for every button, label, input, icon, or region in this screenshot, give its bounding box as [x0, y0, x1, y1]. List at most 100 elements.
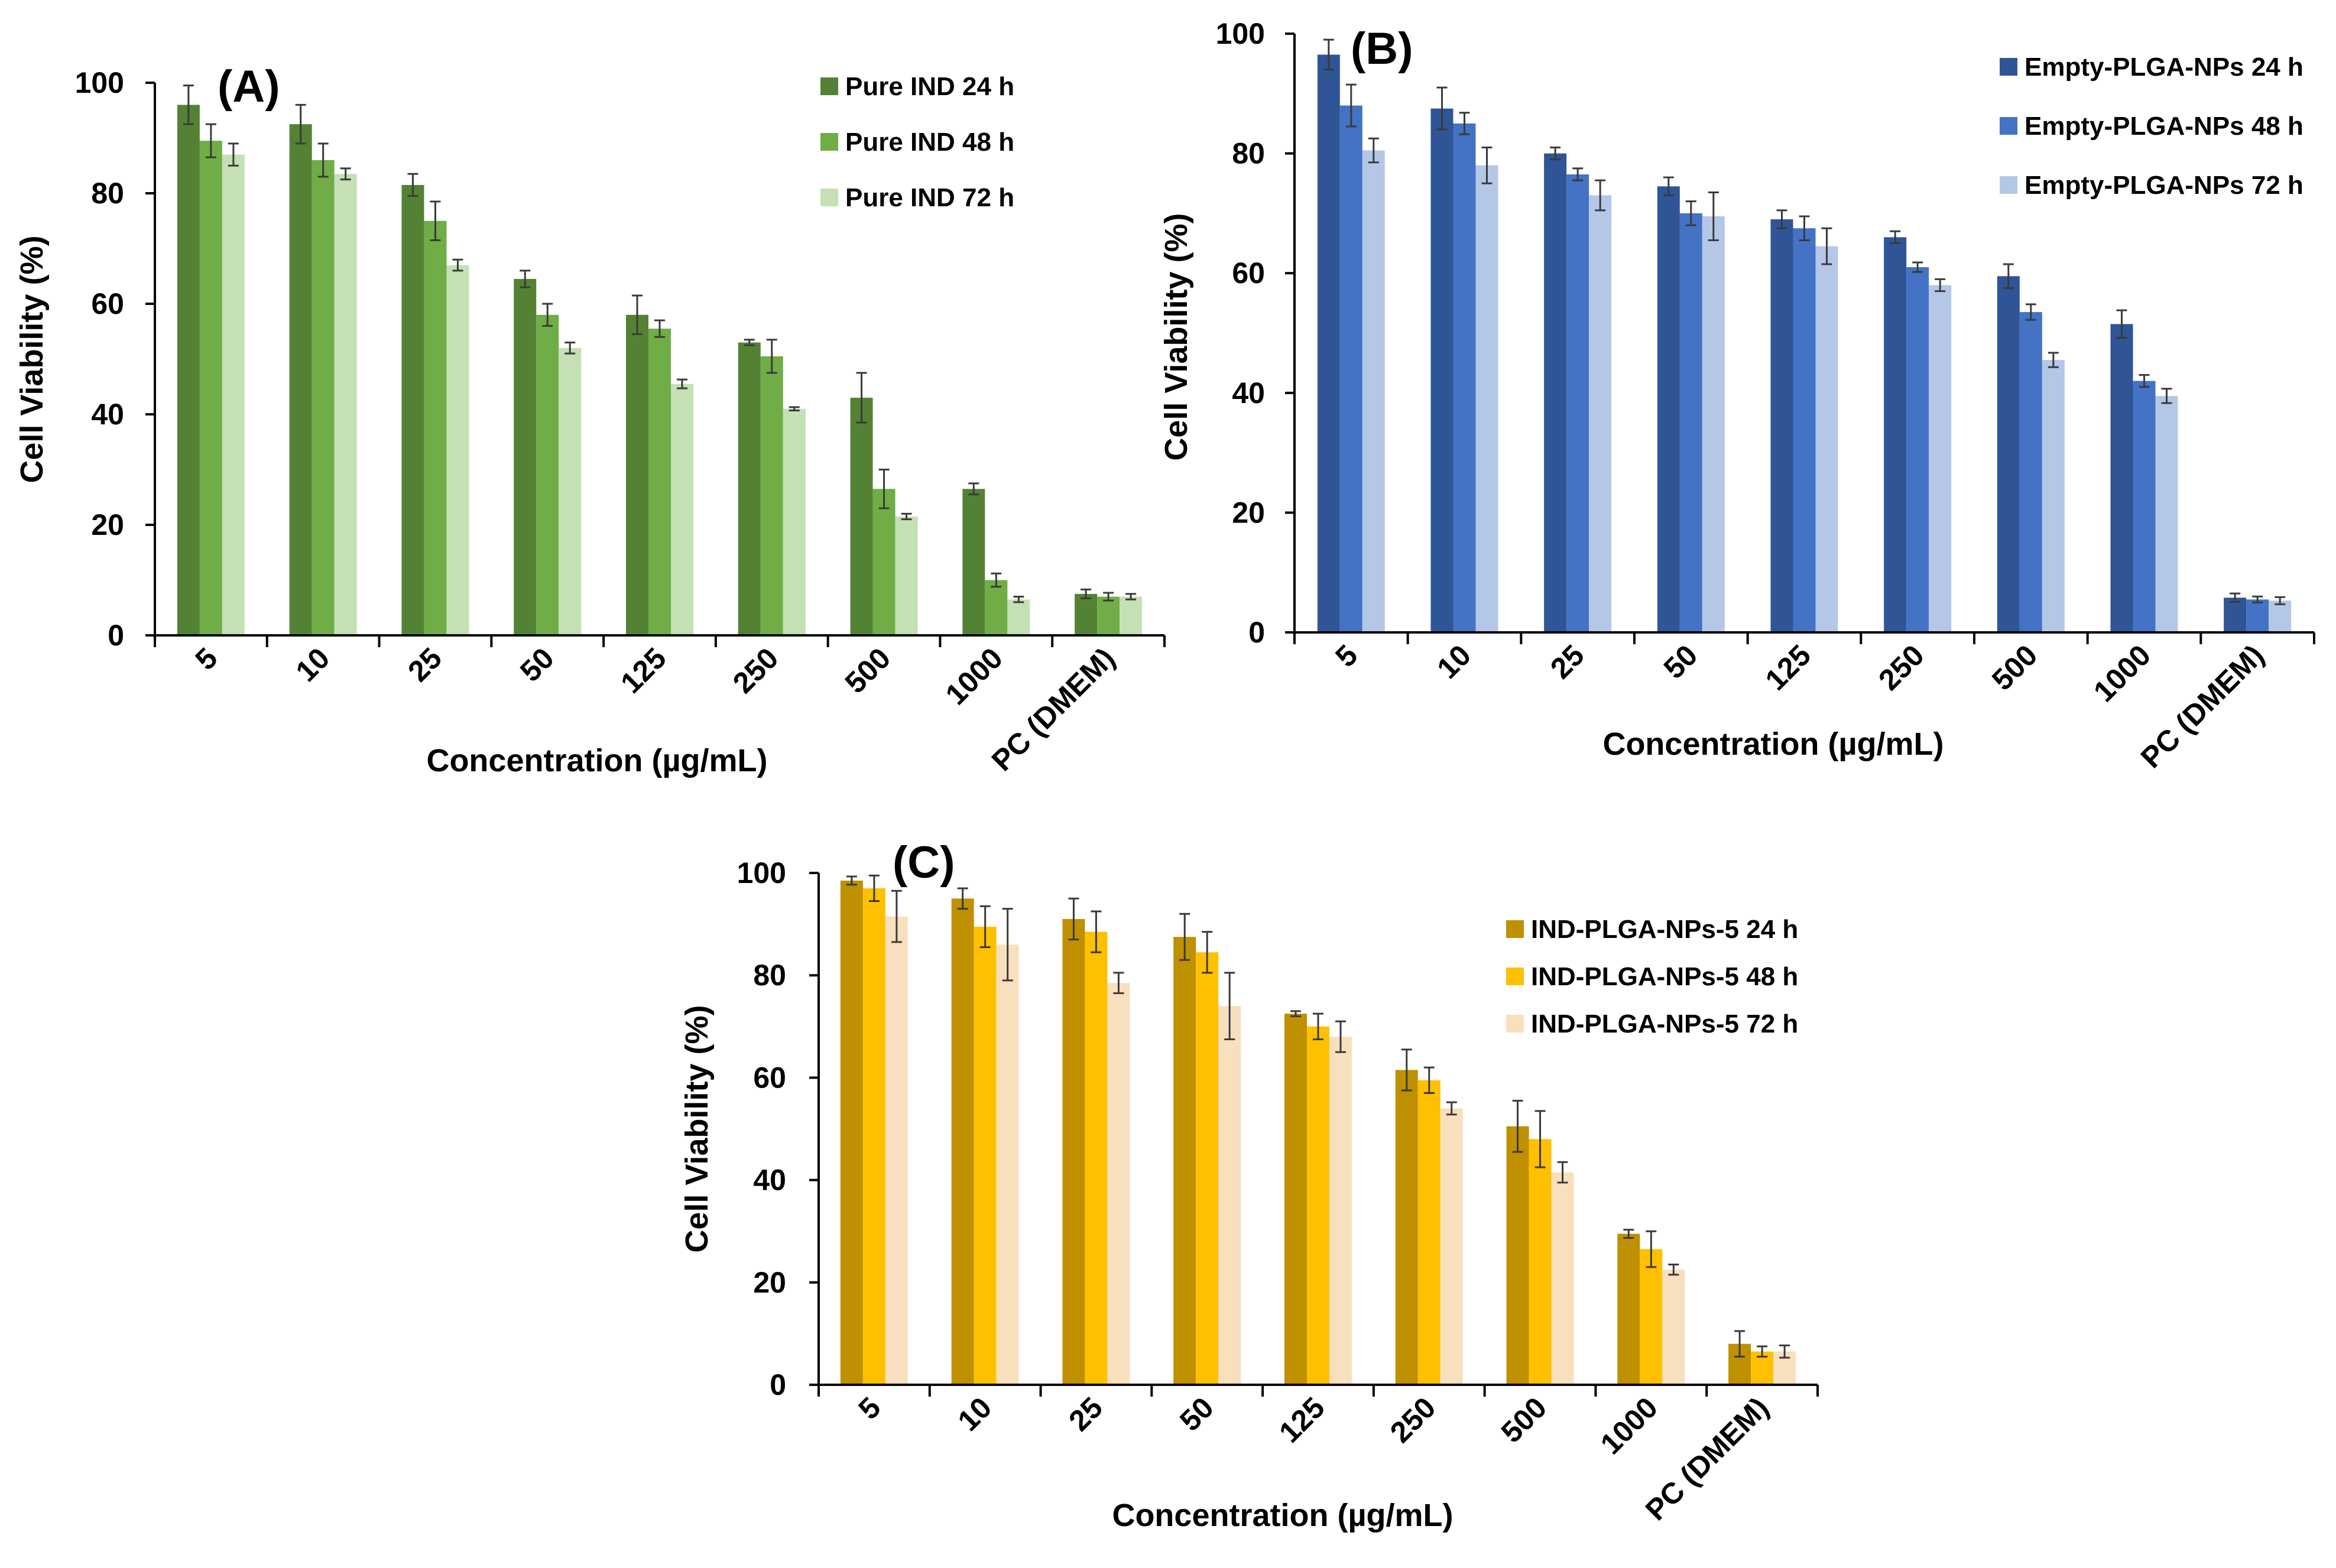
panel-c-bar: [1307, 1026, 1329, 1385]
panel-b-error-bar: [2230, 592, 2241, 603]
panel-c-legend-swatch: [1506, 968, 1524, 985]
panel-b-bar: [2019, 312, 2042, 632]
panel-b-x-tick-label: 5: [1329, 638, 1364, 673]
panel-a-bar: [626, 314, 648, 635]
panel-a-error-bar: [1081, 588, 1092, 599]
panel-b-error-bar: [1459, 112, 1470, 135]
panel-c-y-axis-title: Cell Viability (%): [679, 1005, 715, 1252]
panel-b-error-bar: [1345, 83, 1357, 128]
panel-b-bar: [1475, 165, 1498, 632]
panel-a-legend-label: Pure IND 72 h: [845, 183, 1014, 212]
panel-c-y-tick-label: 60: [753, 1061, 786, 1094]
panel-b-error-bar: [1912, 261, 1923, 273]
panel-a-error-bar: [228, 142, 239, 167]
panel-a-x-tick-label: 10: [290, 641, 336, 688]
panel-c-bar: [1218, 1006, 1241, 1385]
panel-a-y-axis-title: Cell Viability (%): [14, 235, 50, 483]
panel-b-x-tick-label: 125: [1759, 638, 1818, 697]
panel-a-y-tick-label: 0: [108, 619, 124, 652]
panel-b-error-bar: [1799, 215, 1810, 241]
panel-c-bar: [1196, 952, 1219, 1385]
panel-b-x-tick-label: 25: [1544, 638, 1591, 685]
panel-a-y-tick-label: 80: [91, 177, 124, 210]
panel-a-bar: [401, 184, 424, 636]
panel-a-error-bar: [183, 85, 194, 125]
panel-b-bar: [1339, 105, 1362, 632]
panel-b-bar: [1679, 213, 1702, 632]
panel-c-error-bar: [846, 875, 857, 886]
panel-a-bar: [985, 580, 1008, 635]
panel-b-error-bar: [1572, 167, 1584, 181]
panel-b-bar: [1929, 285, 1952, 633]
panel-b-bar: [1544, 153, 1567, 633]
panel-b-bar: [1702, 216, 1725, 633]
panel-c-bar: [1440, 1108, 1463, 1385]
panel-a-bar: [424, 220, 447, 635]
panel-b-y-tick-label: 80: [1232, 137, 1265, 170]
panel-c-error-bar: [1512, 1099, 1523, 1153]
panel-b-bar: [1362, 150, 1385, 632]
panel-c-error-bar: [1113, 972, 1124, 995]
panel-b-error-bar: [1323, 38, 1334, 71]
panel-b-bar: [2110, 324, 2133, 632]
panel-c-error-bar: [891, 889, 902, 943]
panel-c-error-bar: [1179, 913, 1190, 961]
panel-a-x-tick-label: 5: [189, 641, 223, 676]
panel-b-bar: [1906, 267, 1929, 632]
panel-b-x-axis-title: Concentration (µg/mL): [1602, 726, 1944, 762]
panel-a-bar: [648, 329, 671, 635]
panel-b-error-bar: [2116, 309, 2127, 339]
panel-a-bar: [783, 408, 806, 635]
panel-c-bar: [1551, 1172, 1574, 1385]
panel-a-error-bar: [452, 258, 463, 272]
panel-a-x-tick-label: 250: [726, 641, 785, 700]
panel-b-legend-label: Empty-PLGA-NPs 72 h: [2024, 171, 2303, 200]
panel-c-x-tick-label: 125: [1273, 1391, 1331, 1449]
panel-c-legend-swatch: [1506, 1015, 1524, 1033]
panel-b-bar: [1657, 186, 1680, 632]
panel-b-error-bar: [2048, 352, 2059, 368]
panel-b-bar: [2042, 360, 2065, 632]
panel-a-error-bar: [520, 270, 531, 288]
panel-a-y-tick-label: 20: [91, 508, 124, 541]
panel-c-y-tick-label: 80: [753, 959, 786, 992]
panel-c-y-tick-label: 0: [770, 1368, 786, 1401]
panel-a-bar: [895, 516, 918, 635]
panel-a-legend-label: Pure IND 24 h: [845, 72, 1014, 101]
panel-a-legend-swatch: [820, 77, 838, 95]
panel-a-axes: [154, 83, 1164, 637]
panel-c-bar: [1662, 1270, 1685, 1385]
panel-c-x-tick-label: 1000: [1594, 1391, 1664, 1460]
panel-a-error-bar: [677, 378, 687, 389]
panel-b-error-bar: [1821, 227, 1832, 265]
panel-c-legend: IND-PLGA-NPs-5 24 h IND-PLGA-NPs-5 48 h IN…: [1506, 915, 1798, 1038]
panel-b-error-bar: [1935, 278, 1946, 293]
panel-c-error-bar: [1534, 1110, 1546, 1168]
panel-b-error-bar: [1890, 230, 1901, 245]
panel-b-error-bar: [1368, 137, 1379, 164]
panel-c-error-bar: [1557, 1161, 1568, 1184]
panel-a-error-bar: [901, 512, 912, 521]
panel-a-error-bar: [564, 341, 576, 355]
panel-c-legend-swatch: [1506, 920, 1524, 938]
panel-a-error-bar: [340, 167, 351, 181]
panel-a-x-tick-label: 500: [839, 641, 897, 700]
panel-a-x-tick-label: 1000: [939, 641, 1009, 711]
panel-b-bar: [1566, 174, 1589, 632]
panel-c-error-bar: [957, 887, 968, 910]
panel-b-error-bar: [1685, 200, 1696, 226]
panel-a-error-bar: [205, 123, 216, 158]
panel-b-error-bar: [2275, 596, 2286, 605]
panel-b-bar: [1793, 228, 1816, 633]
panel-c-error-bar: [1202, 931, 1213, 974]
panel-c-axes: [817, 873, 1818, 1386]
panel-a-error-bar: [968, 482, 979, 496]
panel-c-error-bar: [1002, 908, 1013, 982]
panel-a-bar: [289, 124, 312, 635]
panel-c-bar: [1529, 1139, 1552, 1385]
panel-b-label: (B): [1351, 24, 1413, 74]
panel-c-bar: [840, 880, 863, 1385]
panel-c-bar: [1062, 918, 1085, 1385]
